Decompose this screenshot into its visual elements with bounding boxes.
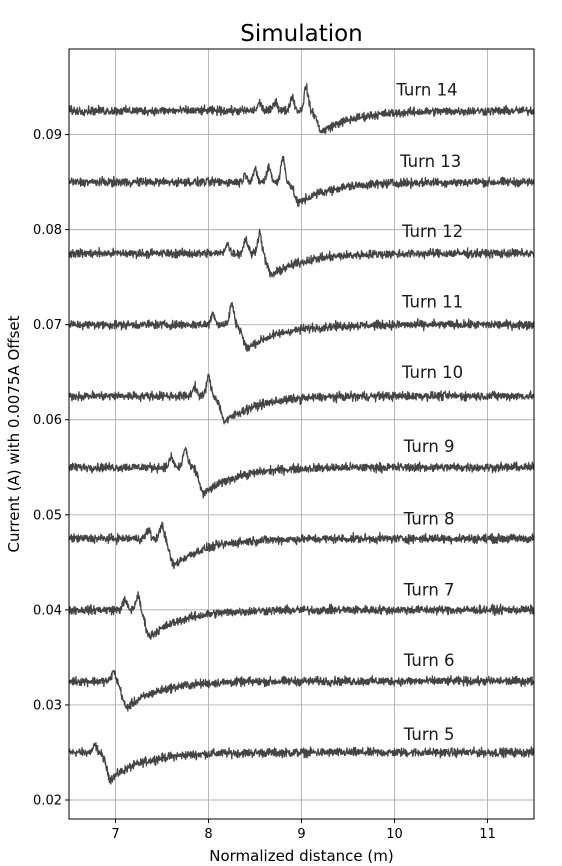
y-tick-label: 0.03	[33, 698, 62, 713]
x-tick-label: 8	[204, 827, 212, 842]
turn-label: Turn 14	[395, 81, 457, 100]
turn-label: Turn 7	[403, 581, 455, 600]
chart-title: Simulation	[240, 21, 363, 47]
turn-label: Turn 6	[403, 651, 455, 670]
y-axis: 0.02 0.03 0.04 0.05 0.06 0.07 0.08 0.09	[33, 128, 69, 808]
series-line	[68, 446, 535, 499]
x-axis: 7 8 9 10 11	[111, 819, 496, 842]
y-tick-label: 0.07	[33, 318, 62, 333]
series-line	[68, 155, 535, 208]
turn-labels: Turn 5 Turn 6 Turn 7 Turn 8 Turn 9 Turn 10 Tur…	[395, 81, 463, 745]
series-line	[68, 228, 535, 278]
turn-label: Turn 8	[403, 509, 455, 528]
y-tick-label: 0.05	[33, 508, 62, 523]
series-line	[68, 669, 535, 712]
series-line	[68, 301, 535, 352]
y-tick-label: 0.06	[33, 413, 62, 428]
turn-label: Turn 5	[403, 725, 455, 744]
turn-label: Turn 13	[399, 152, 461, 171]
series-line	[68, 591, 535, 640]
turn-label: Turn 12	[401, 222, 463, 241]
turn-label: Turn 11	[401, 293, 463, 312]
series-line	[68, 83, 535, 135]
y-tick-label: 0.02	[33, 793, 62, 808]
series-line	[68, 742, 535, 785]
series-line	[68, 373, 535, 425]
x-tick-label: 10	[386, 827, 403, 842]
turn-label: Turn 10	[401, 363, 463, 382]
y-tick-label: 0.08	[33, 223, 62, 238]
y-tick-label: 0.04	[33, 603, 62, 618]
x-axis-label: Normalized distance (m)	[209, 847, 393, 865]
y-tick-label: 0.09	[33, 128, 62, 143]
series-line	[68, 521, 535, 570]
x-tick-label: 11	[479, 827, 496, 842]
series-group	[68, 83, 535, 785]
x-tick-label: 9	[297, 827, 305, 842]
turn-label: Turn 9	[403, 437, 455, 456]
x-tick-label: 7	[111, 827, 119, 842]
y-axis-label: Current (A) with 0.0075A Offset	[5, 315, 23, 552]
